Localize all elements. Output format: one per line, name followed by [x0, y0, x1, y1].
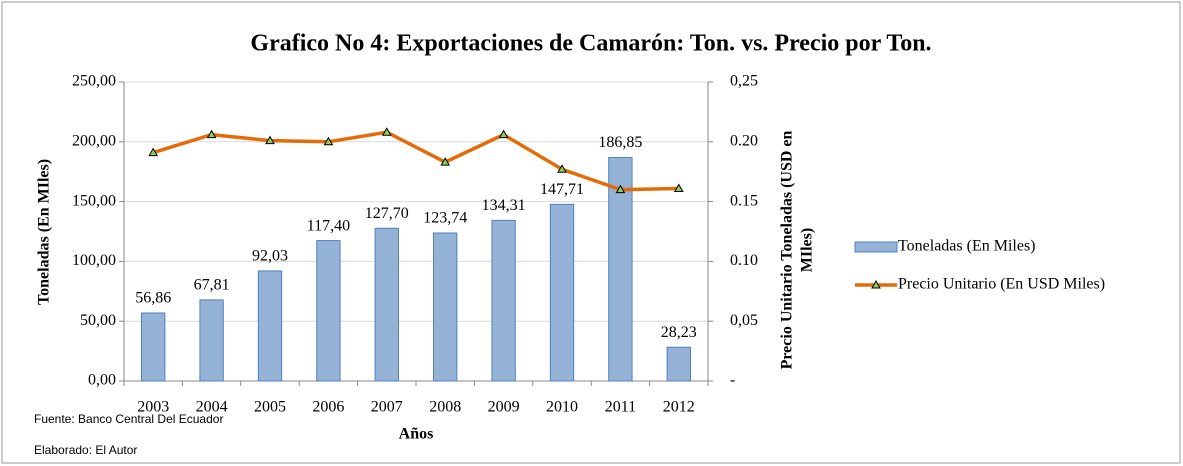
y-axis-label: Toneladas (En MIles): [36, 159, 53, 305]
y2-axis-label: Precio Unitario Toneladas (USD en: [779, 130, 796, 369]
data-label: 28,23: [661, 324, 697, 341]
y-tick-label: 250,00: [72, 73, 116, 90]
y2-tick-label: 0.15: [730, 192, 758, 209]
chart-title: Grafico No 4: Exportaciones de Camarón: …: [250, 31, 931, 57]
line-marker: [673, 183, 684, 192]
bar: [608, 157, 633, 382]
x-axis-label: Años: [399, 426, 434, 443]
line-marker: [148, 147, 159, 157]
line-marker: [381, 127, 392, 136]
data-label: 147,71: [540, 181, 584, 198]
line-marker: [323, 136, 334, 146]
y-tick-label: 150,00: [72, 192, 116, 209]
y2-tick-label: 0.20: [730, 132, 758, 149]
data-label: 127,70: [365, 205, 409, 222]
y2-tick-label: 0.10: [730, 252, 758, 269]
line: [152, 130, 679, 192]
y-tick-label: 200,00: [72, 132, 116, 149]
bar: [141, 312, 166, 382]
bar: [199, 299, 224, 382]
y-tick-label: 100,00: [72, 252, 116, 269]
x-tick-label: 2009: [488, 399, 520, 416]
bar: [257, 270, 283, 382]
data-label: 186,85: [598, 134, 642, 151]
x-tick-label: 2003: [137, 399, 169, 416]
bar: [433, 232, 458, 382]
y-tick-label: 50,00: [80, 312, 116, 329]
x-tick-label: 2007: [371, 399, 403, 416]
author-note: Elaborado: El Autor: [34, 443, 137, 457]
bar: [549, 203, 575, 382]
line-marker: [265, 135, 275, 145]
x-tick-label: 2012: [663, 399, 695, 416]
bar: [316, 240, 341, 382]
data-label: 56,86: [135, 290, 171, 307]
legend-label: Precio Unitario (En USD Miles): [898, 276, 1105, 293]
x-tick-label: 2010: [546, 399, 578, 416]
y-tick-label: 0,00: [88, 372, 116, 389]
line-marker: [498, 129, 509, 139]
x-tick-label: 2004: [196, 399, 228, 416]
y2-axis-label: MIles): [799, 228, 816, 272]
x-tick-label: 2011: [605, 399, 636, 416]
x-tick-label: 2006: [312, 399, 344, 416]
legend-marker: [871, 279, 881, 289]
line-marker: [206, 129, 217, 139]
legend-swatch: [854, 241, 898, 253]
data-label: 67,81: [194, 277, 230, 294]
y2-tick-label: 0,25: [730, 73, 758, 90]
bar: [491, 219, 516, 382]
y2-tick-label: 0,05: [730, 312, 758, 329]
bar: [666, 346, 691, 382]
data-label: 117,40: [307, 217, 350, 234]
legend-label: Toneladas (En Miles): [898, 238, 1036, 255]
line-marker: [615, 184, 626, 194]
bar: [374, 227, 399, 382]
data-label: 92,03: [252, 248, 288, 265]
line-marker: [557, 164, 567, 173]
x-tick-label: 2008: [429, 399, 461, 416]
data-label: 123,74: [423, 210, 467, 227]
line-marker: [440, 157, 451, 166]
source-note: Fuente: Banco Central Del Ecuador: [34, 412, 223, 426]
data-label: 134,31: [482, 197, 526, 214]
x-tick-label: 2005: [254, 399, 286, 416]
y2-tick-label: -: [730, 372, 735, 389]
